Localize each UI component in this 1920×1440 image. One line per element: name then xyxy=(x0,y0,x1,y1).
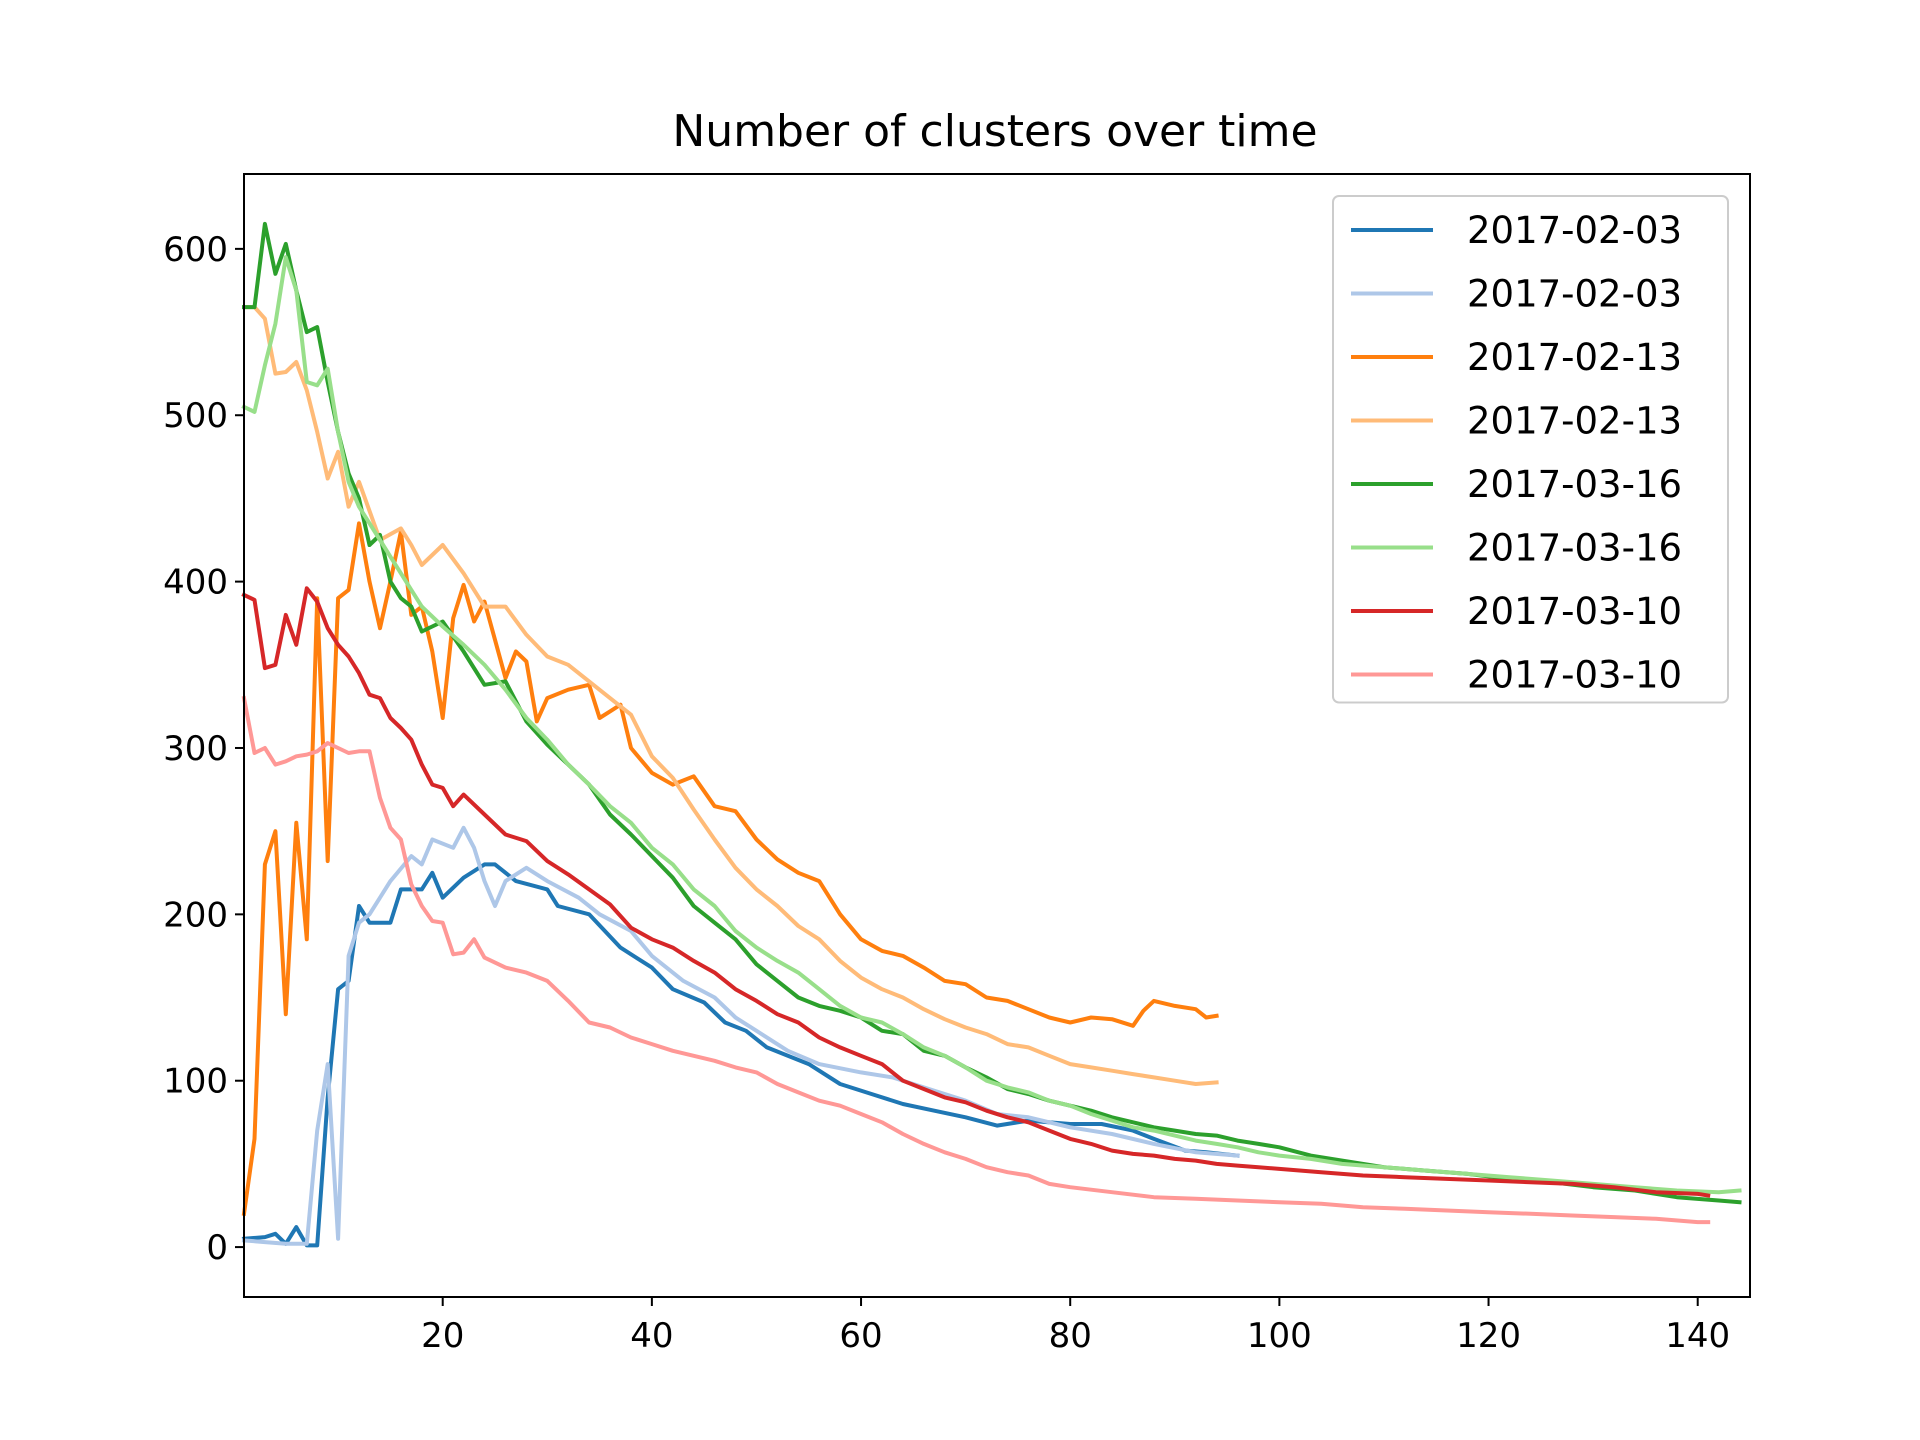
x-tick-label: 140 xyxy=(1665,1316,1730,1356)
x-tick-label: 80 xyxy=(1049,1316,1092,1356)
legend-label: 2017-03-10 xyxy=(1467,590,1682,633)
y-tick-label: 300 xyxy=(163,729,228,769)
legend-label: 2017-02-03 xyxy=(1467,209,1682,252)
x-tick-label: 60 xyxy=(839,1316,882,1356)
y-tick-label: 100 xyxy=(163,1062,228,1102)
y-tick-label: 0 xyxy=(206,1228,228,1268)
y-tick-label: 500 xyxy=(163,396,228,436)
x-tick-label: 40 xyxy=(630,1316,673,1356)
series-line-4 xyxy=(242,305,1219,1086)
legend: 2017-02-03 2017-02-03 2017-02-13 2017-02-13… xyxy=(1332,195,1729,704)
legend-label: 2017-03-16 xyxy=(1467,527,1682,570)
x-axis: 20 40 60 80 100 120 140 xyxy=(421,1297,1730,1356)
series-line-8 xyxy=(241,695,1711,1225)
x-tick-label: 20 xyxy=(421,1316,464,1356)
series-line-3 xyxy=(241,521,1219,1217)
legend-label: 2017-03-16 xyxy=(1467,463,1682,506)
y-axis: 0 100 200 300 400 500 600 xyxy=(163,230,244,1268)
legend-label: 2017-02-13 xyxy=(1467,400,1682,443)
legend-label: 2017-02-13 xyxy=(1467,336,1682,379)
x-tick-label: 100 xyxy=(1247,1316,1312,1356)
chart-title: Number of clusters over time xyxy=(672,106,1317,157)
series-line-5 xyxy=(242,221,1742,1205)
y-tick-label: 400 xyxy=(163,563,228,603)
x-tick-label: 120 xyxy=(1456,1316,1521,1356)
series-line-6 xyxy=(241,255,1742,1195)
legend-label: 2017-03-10 xyxy=(1467,654,1682,697)
series-line-7 xyxy=(241,586,1711,1198)
legend-box xyxy=(1332,195,1729,704)
series-line-1 xyxy=(241,862,1240,1248)
plot-frame xyxy=(243,173,1751,1298)
y-tick-label: 200 xyxy=(163,895,228,935)
legend-label: 2017-02-03 xyxy=(1467,273,1682,316)
y-tick-label: 600 xyxy=(163,230,228,270)
series-layer xyxy=(241,221,1742,1248)
